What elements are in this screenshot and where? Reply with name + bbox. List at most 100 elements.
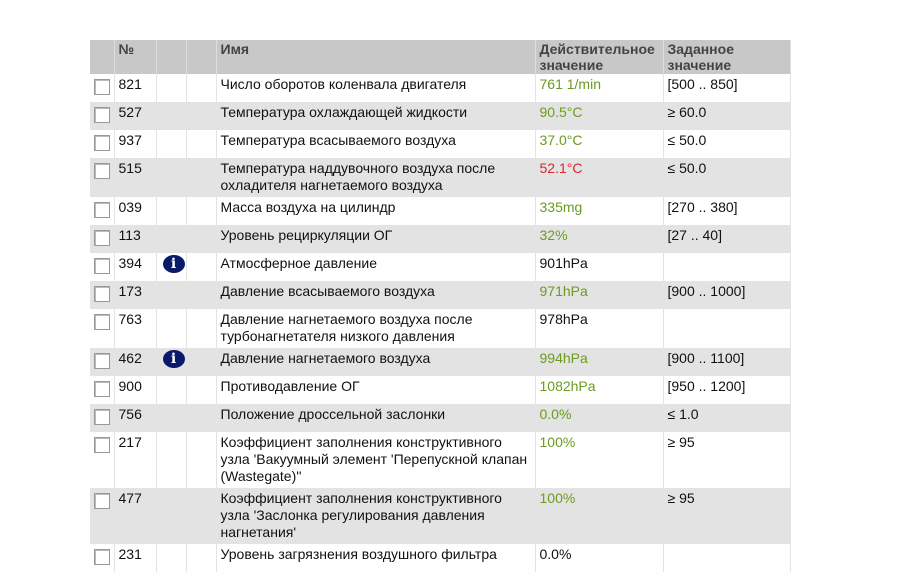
row-checkbox[interactable] (94, 79, 110, 95)
row-checkbox[interactable] (94, 286, 110, 302)
row-target: ≥ 60.0 (663, 102, 791, 130)
header-blank (186, 40, 217, 74)
row-blank (186, 404, 217, 432)
row-number: 231 (114, 544, 157, 572)
row-blank (186, 348, 217, 376)
header-no[interactable]: № (114, 40, 157, 74)
row-number: 113 (114, 225, 157, 253)
row-target: ≤ 1.0 (663, 404, 791, 432)
row-target: [950 .. 1200] (663, 376, 791, 404)
row-number: 394 (114, 253, 157, 281)
row-actual: 32% (535, 225, 664, 253)
row-number: 173 (114, 281, 157, 309)
row-checkbox[interactable] (94, 353, 110, 369)
table-row[interactable]: 900 Противодавление ОГ 1082hPa [950 .. 1… (90, 376, 791, 404)
row-blank (186, 544, 217, 572)
row-checkbox[interactable] (94, 437, 110, 453)
row-checkbox[interactable] (94, 409, 110, 425)
row-name: Уровень рециркуляции ОГ (216, 225, 536, 253)
row-target (663, 544, 791, 572)
row-name: Атмосферное давление (216, 253, 536, 281)
row-blank (186, 281, 217, 309)
row-checkbox[interactable] (94, 230, 110, 246)
row-checkbox[interactable] (94, 381, 110, 397)
row-checkbox[interactable] (94, 135, 110, 151)
row-name: Давление всасываемого воздуха (216, 281, 536, 309)
row-select (90, 348, 115, 376)
info-icon[interactable]: i (162, 350, 185, 368)
row-icon-cell (156, 158, 187, 197)
row-icon-cell: i (156, 348, 187, 376)
table-row[interactable]: 756 Положение дроссельной заслонки 0.0% … (90, 404, 791, 432)
header-icon (156, 40, 187, 74)
row-icon-cell (156, 309, 187, 348)
header-select (90, 40, 115, 74)
row-blank (186, 102, 217, 130)
row-icon-cell (156, 432, 187, 488)
row-actual: 761 1/min (535, 74, 664, 102)
row-checkbox[interactable] (94, 493, 110, 509)
row-blank (186, 197, 217, 225)
row-select (90, 253, 115, 281)
row-icon-cell (156, 74, 187, 102)
info-icon[interactable]: i (162, 255, 185, 273)
row-blank (186, 130, 217, 158)
table-row[interactable]: 515 Температура наддувочного воздуха пос… (90, 158, 791, 197)
row-name: Число оборотов коленвала двигателя (216, 74, 536, 102)
row-icon-cell: i (156, 253, 187, 281)
table-row[interactable]: 527 Температура охлаждающей жидкости 90.… (90, 102, 791, 130)
row-name: Уровень загрязнения воздушного фильтра (216, 544, 536, 572)
row-select (90, 488, 115, 544)
row-name: Давление нагнетаемого воздуха после турб… (216, 309, 536, 348)
row-actual: 0.0% (535, 404, 664, 432)
row-target: [27 .. 40] (663, 225, 791, 253)
table-row[interactable]: 477 Коэффициент заполнения конструктивно… (90, 488, 791, 544)
row-number: 462 (114, 348, 157, 376)
parameters-table: № Имя Действительное значение Заданное з… (90, 40, 791, 572)
table-row[interactable]: 462 i Давление нагнетаемого воздуха 994h… (90, 348, 791, 376)
row-checkbox[interactable] (94, 163, 110, 179)
row-icon-cell (156, 225, 187, 253)
row-actual: 994hPa (535, 348, 664, 376)
row-name: Масса воздуха на цилиндр (216, 197, 536, 225)
table-row[interactable]: 763 Давление нагнетаемого воздуха после … (90, 309, 791, 348)
row-select (90, 281, 115, 309)
row-target: [270 .. 380] (663, 197, 791, 225)
row-number: 039 (114, 197, 157, 225)
header-actual[interactable]: Действительное значение (535, 40, 664, 74)
row-select (90, 130, 115, 158)
row-checkbox[interactable] (94, 549, 110, 565)
row-blank (186, 488, 217, 544)
row-icon-cell (156, 404, 187, 432)
row-target: [900 .. 1100] (663, 348, 791, 376)
row-blank (186, 309, 217, 348)
table-row[interactable]: 231 Уровень загрязнения воздушного фильт… (90, 544, 791, 572)
row-checkbox[interactable] (94, 107, 110, 123)
row-target: ≤ 50.0 (663, 158, 791, 197)
row-actual: 100% (535, 432, 664, 488)
table-row[interactable]: 173 Давление всасываемого воздуха 971hPa… (90, 281, 791, 309)
table-row[interactable]: 821 Число оборотов коленвала двигателя 7… (90, 74, 791, 102)
row-select (90, 376, 115, 404)
row-actual: 978hPa (535, 309, 664, 348)
table-row[interactable]: 394 i Атмосферное давление 901hPa (90, 253, 791, 281)
table-row[interactable]: 113 Уровень рециркуляции ОГ 32% [27 .. 4… (90, 225, 791, 253)
row-name: Коэффициент заполнения конструктивного у… (216, 488, 536, 544)
table-row[interactable]: 937 Температура всасываемого воздуха 37.… (90, 130, 791, 158)
table-row[interactable]: 217 Коэффициент заполнения конструктивно… (90, 432, 791, 488)
row-name: Температура охлаждающей жидкости (216, 102, 536, 130)
row-checkbox[interactable] (94, 258, 110, 274)
table-row[interactable]: 039 Масса воздуха на цилиндр 335mg [270 … (90, 197, 791, 225)
row-blank (186, 158, 217, 197)
row-target: ≤ 50.0 (663, 130, 791, 158)
row-target: ≥ 95 (663, 432, 791, 488)
row-icon-cell (156, 130, 187, 158)
row-checkbox[interactable] (94, 202, 110, 218)
header-target[interactable]: Заданное значение (663, 40, 791, 74)
row-actual: 90.5°C (535, 102, 664, 130)
row-blank (186, 74, 217, 102)
header-name[interactable]: Имя (216, 40, 536, 74)
row-checkbox[interactable] (94, 314, 110, 330)
row-name: Коэффициент заполнения конструктивного у… (216, 432, 536, 488)
row-target: [900 .. 1000] (663, 281, 791, 309)
